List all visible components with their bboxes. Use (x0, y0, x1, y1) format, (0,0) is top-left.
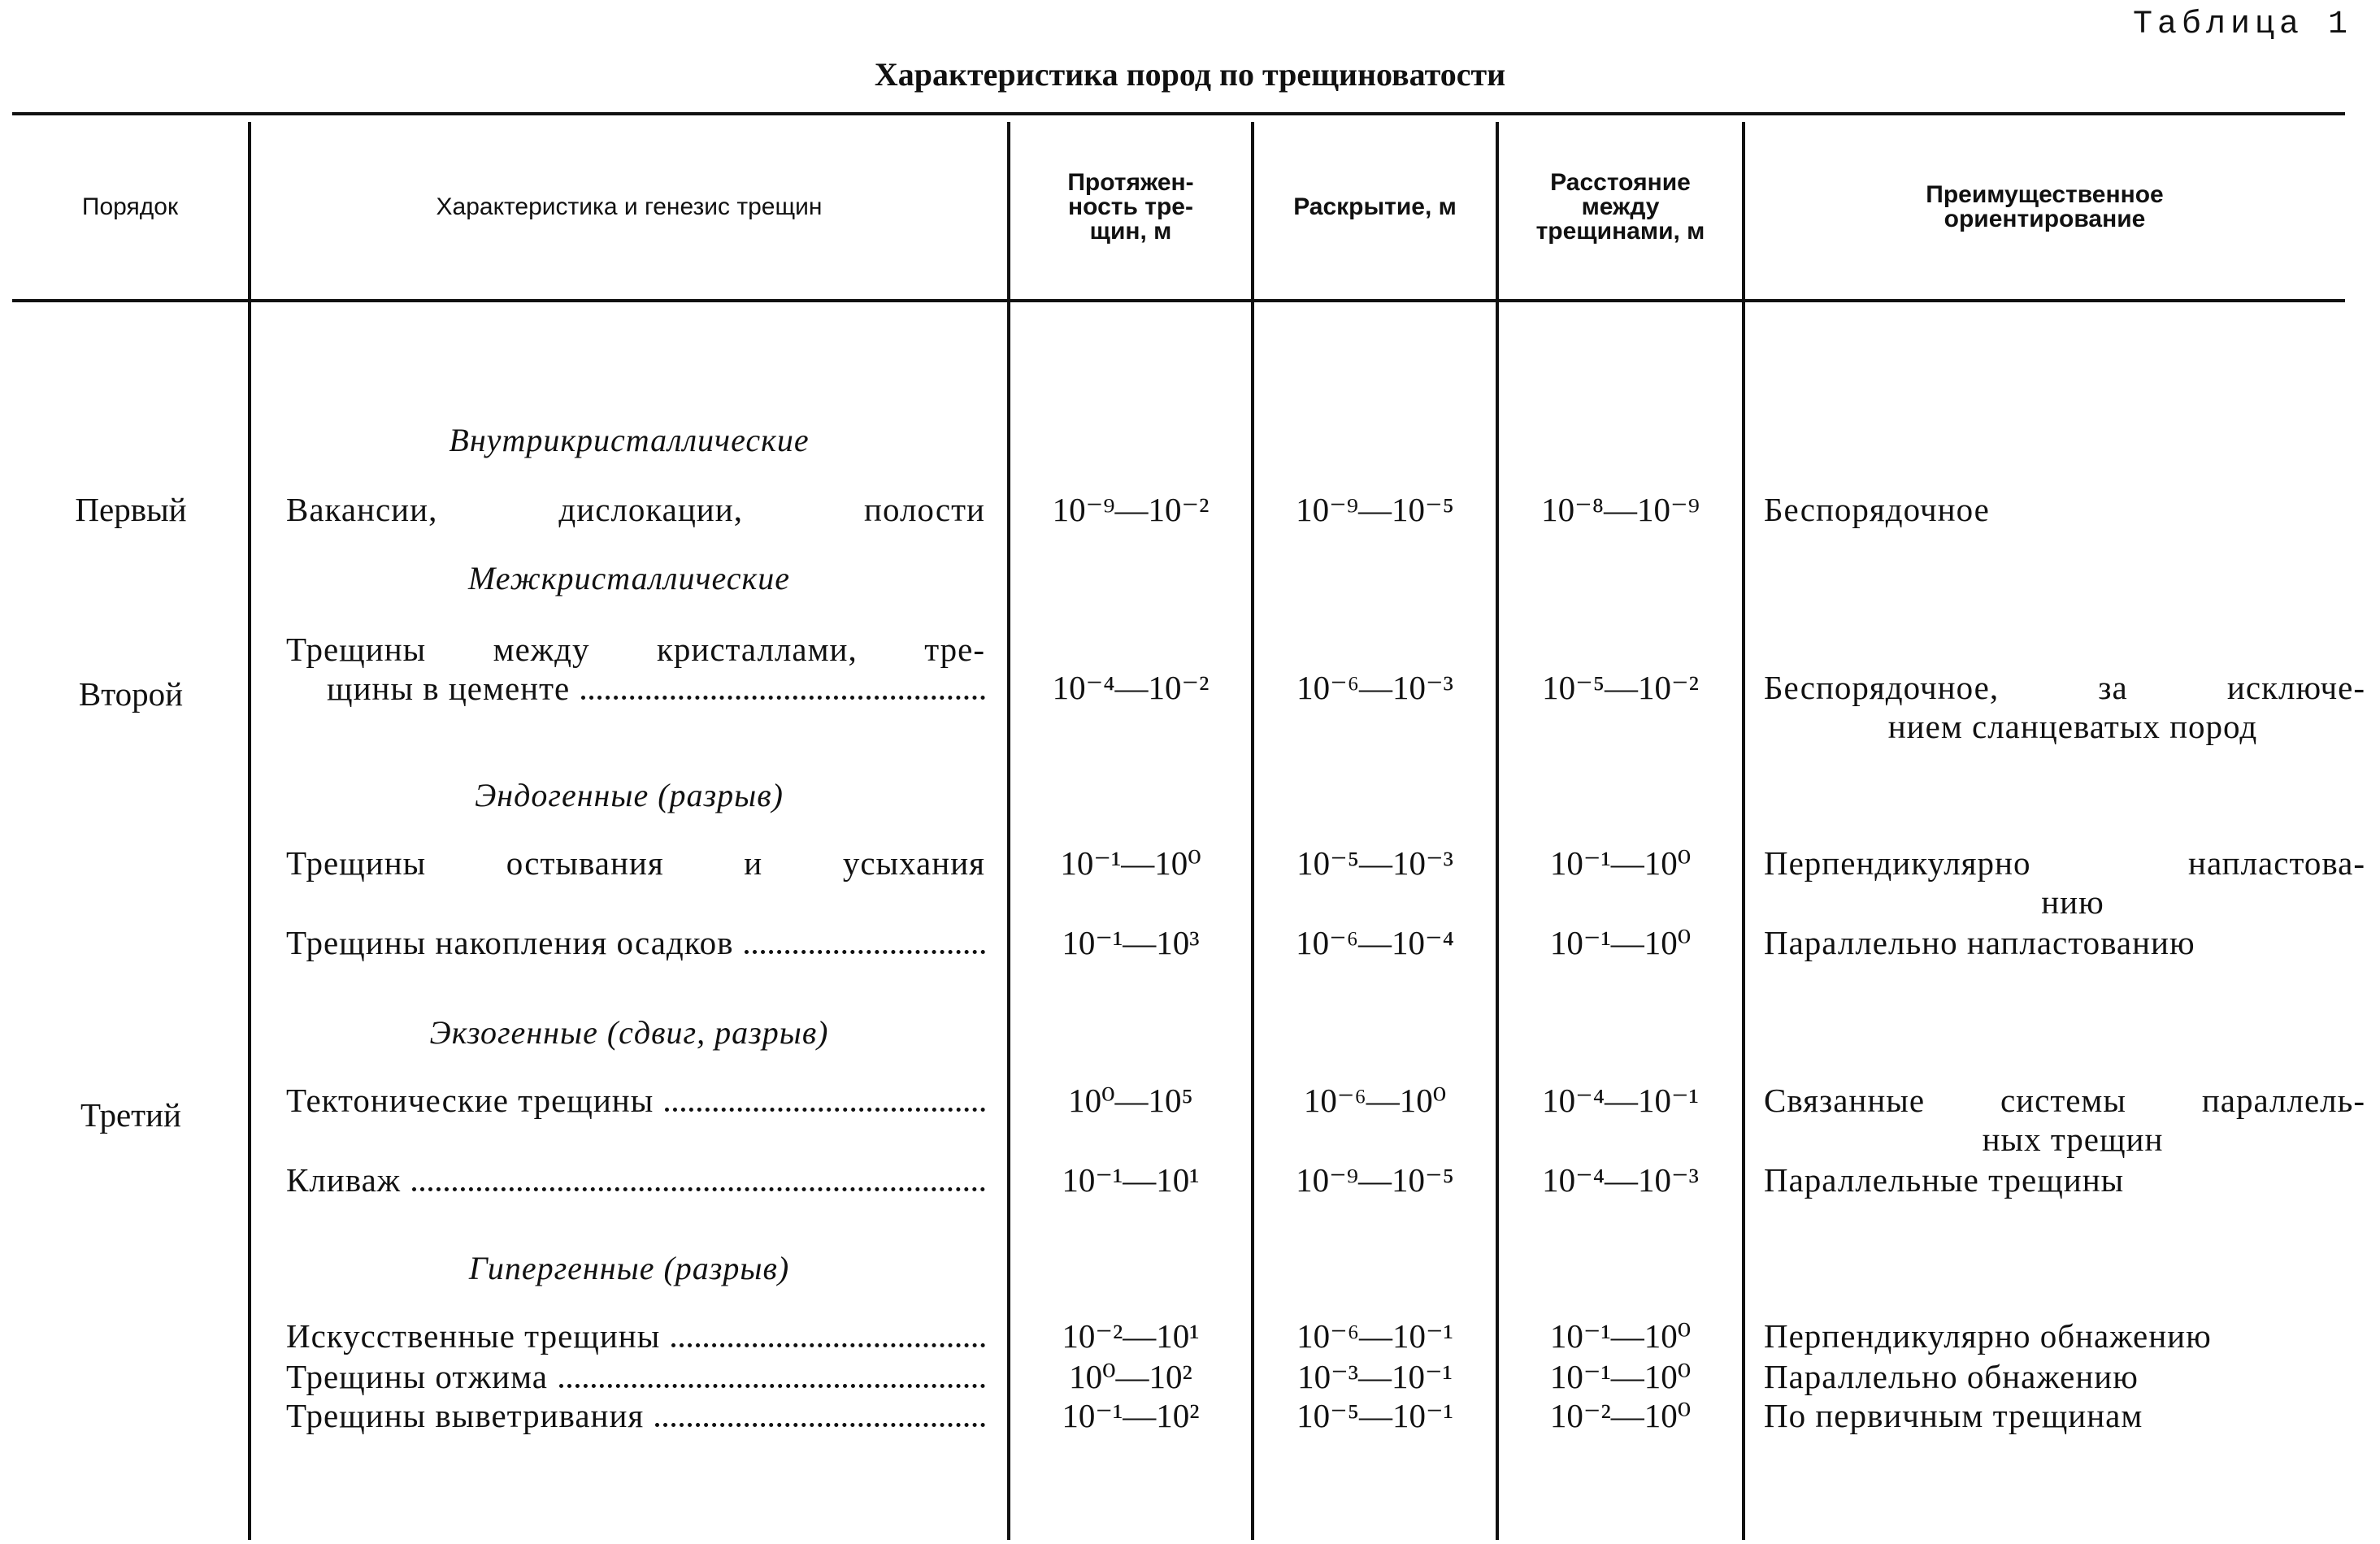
opening-value: 10⁻⁵—10⁻³ (1296, 844, 1453, 882)
orientation-cell: Связанные системы параллель-ных трещин (1764, 1081, 2365, 1159)
length-value: 10⁻⁴—10⁻² (1052, 669, 1210, 706)
opening-value: 10⁻⁶—10⁻⁴ (1296, 924, 1454, 961)
row-characteristic: Трещины остывания и усыхания (286, 844, 985, 883)
orientation-text: Перпендикулярно напластова- (1764, 844, 2365, 882)
orientation-text: Перпендикулярно обнажению (1764, 1317, 2212, 1355)
header-length: Протяжен-ность тре-щин, м (1067, 169, 1194, 245)
opening-value: 10⁻⁶—10⁻³ (1296, 669, 1453, 706)
column-divider (1496, 122, 1499, 1540)
orientation-text: Связанные системы параллель- (1764, 1082, 2365, 1119)
dot-leader (412, 1187, 985, 1191)
header-genesis: Характеристика и генезис трещин (436, 193, 823, 220)
orientation-cell: По первичным трещинам (1764, 1396, 2365, 1435)
row-name-continued: щины в цементе (327, 670, 571, 707)
spacing-value: 10⁻⁴—10⁻³ (1542, 1161, 1699, 1199)
row-name: Вакансии, дислокации, полости (286, 491, 985, 528)
orientation-cell: Перпендикулярно обнажению (1764, 1316, 2365, 1355)
opening-value: 10⁻³—10⁻¹ (1297, 1358, 1453, 1395)
row-characteristic: Искусственные трещины (286, 1316, 985, 1355)
spacing-value: 10⁻¹—10⁰ (1549, 1358, 1692, 1395)
section-heading: Внутрикристаллические (449, 422, 810, 458)
order-label: Третий (80, 1096, 181, 1134)
column-divider (1742, 122, 1745, 1540)
column-divider (248, 122, 251, 1540)
row-name: Трещины остывания и усыхания (286, 844, 985, 882)
row-name: Трещины между кристаллами, тре- (286, 631, 985, 668)
opening-value: 10⁻⁵—10⁻¹ (1296, 1397, 1453, 1434)
header-order: Порядок (81, 193, 179, 220)
orientation-cell: Перпендикулярно напластова-нию (1764, 844, 2365, 922)
top-rule (12, 112, 2345, 115)
length-value: 10⁻¹—10³ (1062, 924, 1200, 961)
spacing-value: 10⁻⁴—10⁻¹ (1542, 1082, 1699, 1119)
dot-leader (558, 1384, 985, 1388)
column-divider (1007, 122, 1010, 1540)
orientation-text: Параллельные трещины (1764, 1161, 2125, 1199)
header-spacing: Расстояние между трещинами, м (1535, 169, 1705, 245)
order-label: Первый (75, 491, 187, 528)
spacing-value: 10⁻¹—10⁰ (1549, 844, 1692, 882)
opening-value: 10⁻⁶—10⁰ (1303, 1082, 1447, 1119)
row-name: Кливаж (286, 1161, 402, 1199)
orientation-cell: Параллельно напластованию (1764, 923, 2365, 962)
length-value: 10⁰—10⁵ (1068, 1082, 1193, 1119)
row-name: Трещины выветривания (286, 1397, 645, 1434)
order-label: Второй (78, 675, 184, 713)
header-rule (12, 299, 2345, 302)
row-name: Тектонические трещины (286, 1082, 654, 1119)
dot-leader (655, 1423, 985, 1427)
length-value: 10⁰—10² (1069, 1358, 1192, 1395)
header-opening: Раскрытие, м (1293, 193, 1457, 220)
header-orientation: Преимущественное ориентирование (1926, 181, 2164, 232)
length-value: 10⁻²—10¹ (1062, 1317, 1200, 1355)
orientation-text: Беспорядочное, за исключе- (1764, 669, 2365, 706)
dot-leader (665, 1108, 985, 1112)
spacing-value: 10⁻⁵—10⁻² (1542, 669, 1699, 706)
length-value: 10⁻¹—10¹ (1062, 1161, 1200, 1199)
orientation-text: Параллельно обнажению (1764, 1358, 2139, 1395)
spacing-value: 10⁻¹—10⁰ (1549, 1317, 1692, 1355)
opening-value: 10⁻⁹—10⁻⁵ (1296, 1161, 1454, 1199)
section-heading: Межкристаллические (468, 560, 790, 596)
length-value: 10⁻¹—10² (1062, 1397, 1200, 1434)
dot-leader (671, 1343, 985, 1347)
orientation-cell: Беспорядочное, за исключе-нием сланцеват… (1764, 668, 2365, 746)
row-characteristic: Трещины накопления осадков (286, 923, 985, 962)
orientation-text-continued: ных трещин (1982, 1121, 2164, 1158)
section-heading: Гипергенные (разрыв) (468, 1250, 790, 1286)
orientation-cell: Беспорядочное (1764, 490, 2365, 529)
orientation-text: По первичным трещинам (1764, 1397, 2143, 1434)
opening-value: 10⁻⁶—10⁻¹ (1296, 1317, 1453, 1355)
row-name: Искусственные трещины (286, 1317, 661, 1355)
row-characteristic: Тектонические трещины (286, 1081, 985, 1120)
row-characteristic: Вакансии, дислокации, полости (286, 490, 985, 529)
orientation-cell: Параллельные трещины (1764, 1160, 2365, 1199)
opening-value: 10⁻⁹—10⁻⁵ (1296, 491, 1454, 528)
row-characteristic: Кливаж (286, 1160, 985, 1199)
section-heading: Эндогенные (разрыв) (475, 777, 784, 813)
orientation-cell: Параллельно обнажению (1764, 1357, 2365, 1396)
row-name: Трещины накопления осадков (286, 924, 734, 961)
table-number: Таблица 1 (2132, 7, 2352, 43)
orientation-text-continued: нию (2041, 883, 2104, 921)
orientation-text: Беспорядочное (1764, 491, 1990, 528)
dot-leader (581, 696, 985, 700)
row-characteristic: Трещины отжима (286, 1357, 985, 1396)
column-divider (1251, 122, 1254, 1540)
row-characteristic: Трещины между кристаллами, тре-щины в це… (286, 630, 985, 708)
dot-leader (745, 950, 985, 954)
orientation-text-continued: нием сланцеватых пород (1887, 708, 2258, 745)
row-characteristic: Трещины выветривания (286, 1396, 985, 1435)
spacing-value: 10⁻¹—10⁰ (1549, 924, 1692, 961)
orientation-text: Параллельно напластованию (1764, 924, 2195, 961)
row-name: Трещины отжима (286, 1358, 548, 1395)
section-heading: Экзогенные (сдвиг, разрыв) (429, 1014, 829, 1051)
table-title: Характеристика пород по трещиноватости (874, 56, 1506, 93)
length-value: 10⁻¹—10⁰ (1060, 844, 1201, 882)
length-value: 10⁻⁹—10⁻² (1052, 491, 1210, 528)
spacing-value: 10⁻²—10⁰ (1549, 1397, 1692, 1434)
spacing-value: 10⁻⁸—10⁻⁹ (1541, 491, 1700, 528)
